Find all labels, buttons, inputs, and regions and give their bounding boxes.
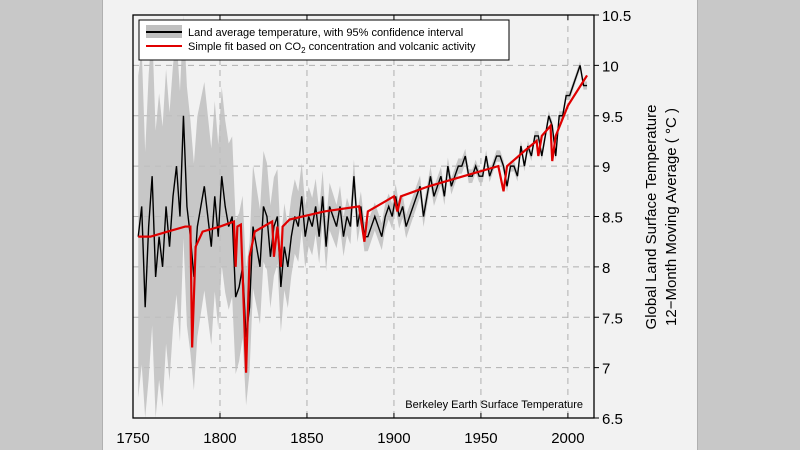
y-tick-label: 9.5 — [602, 109, 623, 126]
x-tick-label: 1800 — [203, 430, 236, 447]
legend: Land average temperature, with 95% confi… — [138, 19, 510, 61]
co2-volcanic-fit-line — [138, 74, 588, 373]
y-tick-label: 10.5 — [602, 8, 631, 25]
x-tick-label: 1900 — [377, 430, 410, 447]
x-tick-label: 1750 — [116, 430, 149, 447]
x-tick-label: 1850 — [290, 430, 323, 447]
axis-ticks: 1750 1800 1850 1900 1950 2000 6.5 7 7.5 8 8.5 9 9.5 1… — [116, 8, 631, 447]
legend-fit-pre: Simple fit based on CO — [188, 41, 302, 53]
legend-fit-sub: 2 — [301, 46, 306, 55]
y-axis-label-line1: Global Land Surface Temperature — [643, 105, 660, 330]
legend-fit-post: concentration and volcanic activity — [306, 41, 476, 53]
legend-box — [138, 19, 510, 61]
y-tick-label: 6.5 — [602, 411, 623, 428]
x-tick-label: 1950 — [464, 430, 497, 447]
y-tick-label: 10 — [602, 58, 619, 75]
x-tick-label: 2000 — [551, 430, 584, 447]
y-tick-label: 9 — [602, 159, 610, 176]
y-tick-label: 8 — [602, 260, 610, 277]
y-tick-label: 8.5 — [602, 210, 623, 227]
series-lines — [137, 65, 588, 373]
y-axis-label-line2: 12−Month Moving Average ( °C ) — [663, 108, 680, 326]
y-tick-label: 7 — [602, 361, 610, 378]
land-temperature-line — [137, 65, 588, 338]
chart-annotation: Berkeley Earth Surface Temperature — [405, 399, 583, 411]
legend-label-land: Land average temperature, with 95% confi… — [188, 27, 463, 39]
legend-label-fit: Simple fit based on CO2 concentration an… — [188, 41, 476, 55]
y-tick-label: 7.5 — [602, 310, 623, 327]
